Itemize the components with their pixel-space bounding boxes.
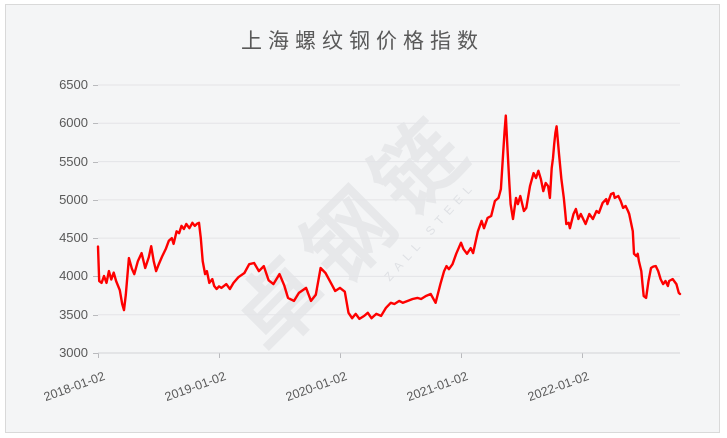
y-axis-tick xyxy=(93,353,98,354)
y-axis-label: 3500 xyxy=(59,306,88,322)
y-axis-label: 5500 xyxy=(59,153,88,169)
y-axis-tick xyxy=(93,199,98,201)
y-axis-tick xyxy=(93,161,98,163)
gridlines xyxy=(98,84,680,354)
x-axis-label: 2018-01-02 xyxy=(41,369,107,405)
y-axis-label: 6500 xyxy=(59,77,88,92)
y-axis-label: 3000 xyxy=(59,345,88,360)
y-axis-label: 4500 xyxy=(59,230,88,246)
y-axis-tick xyxy=(93,238,98,240)
y-axis-label: 4000 xyxy=(59,268,88,284)
y-axis-tick xyxy=(93,314,98,316)
x-axis-tick xyxy=(339,353,341,358)
x-axis-tick xyxy=(581,353,583,358)
x-axis-label: 2019-01-02 xyxy=(162,369,228,405)
x-axis-label: 2021-01-02 xyxy=(404,369,470,405)
y-axis-tick xyxy=(93,123,98,125)
x-axis-tick xyxy=(460,353,462,358)
price-series-line xyxy=(96,114,682,321)
chart-title: 上海螺纹钢价格指数 xyxy=(241,30,484,53)
y-axis-tick xyxy=(93,85,98,86)
x-axis-tick xyxy=(218,353,220,358)
y-axis-label: 6000 xyxy=(59,115,88,131)
price-line-chart xyxy=(96,84,682,354)
y-axis-label: 5000 xyxy=(59,191,88,207)
y-axis-tick xyxy=(93,276,98,278)
x-axis-tick xyxy=(98,353,99,358)
x-axis-label: 2022-01-02 xyxy=(525,369,591,405)
x-axis-label: 2020-01-02 xyxy=(283,369,349,405)
chart-card: 上海螺纹钢价格指数 卓钢链 ZALL STEEL 3000 3500 4000 450… xyxy=(5,4,720,433)
